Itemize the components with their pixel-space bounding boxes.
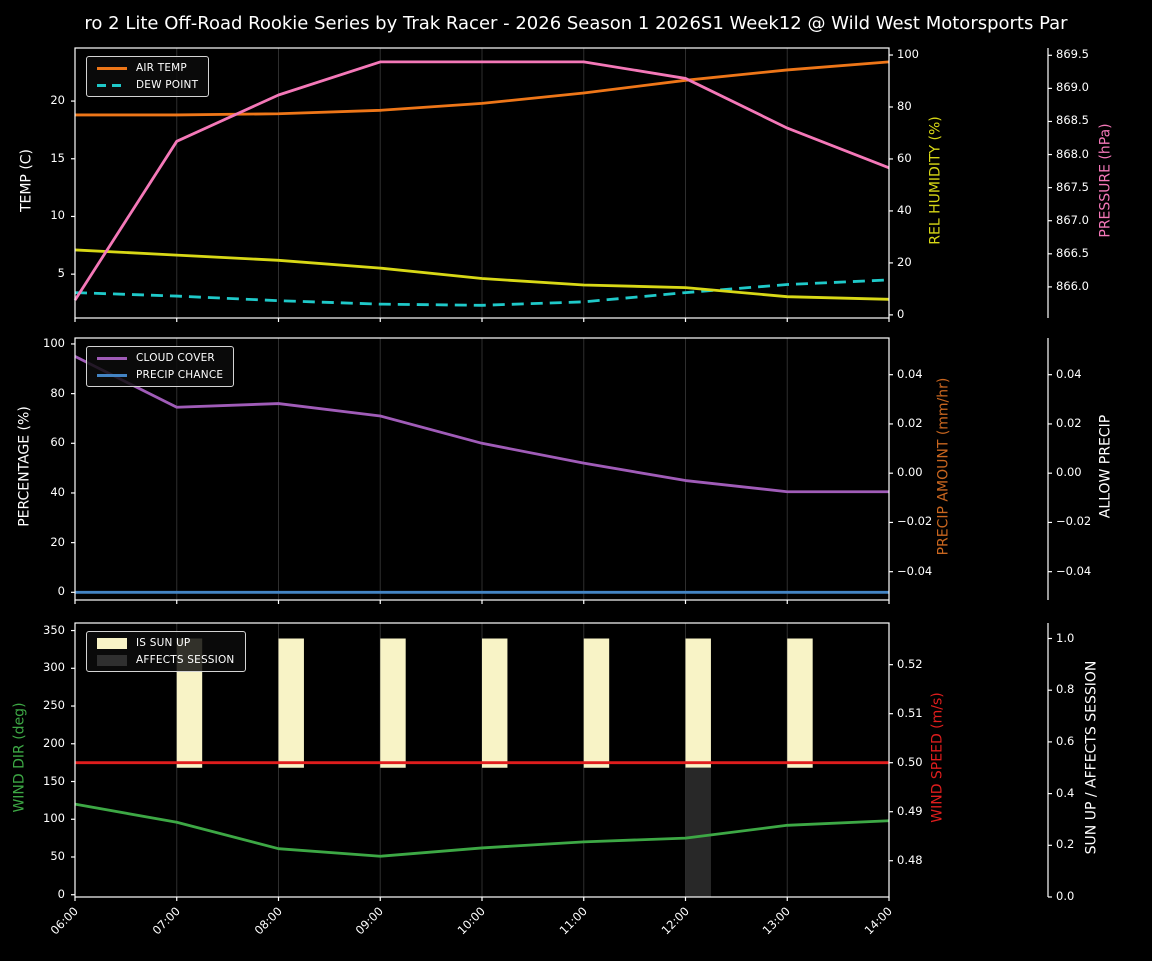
- air-temp-line: [75, 60, 890, 117]
- cloud-cover-line: [74, 355, 889, 494]
- is-sun-up-bar: [176, 638, 203, 768]
- is-sun-up-bar: [380, 638, 406, 768]
- dew-point-line: [74, 278, 890, 307]
- rel-humidity-line: [74, 248, 890, 301]
- is-sun-up-bar: [482, 638, 508, 768]
- is-sun-up-bar: [278, 638, 304, 768]
- is-sun-up-bar: [787, 638, 813, 768]
- chart-title: ro 2 Lite Off-Road Rookie Series by Trak…: [84, 13, 1068, 34]
- wind-dir-line: [74, 802, 890, 858]
- pressure-line: [73, 60, 890, 301]
- is-sun-up-bar: [583, 638, 610, 768]
- affects-session-bar: [685, 767, 711, 897]
- is-sun-up-bar: [685, 638, 711, 768]
